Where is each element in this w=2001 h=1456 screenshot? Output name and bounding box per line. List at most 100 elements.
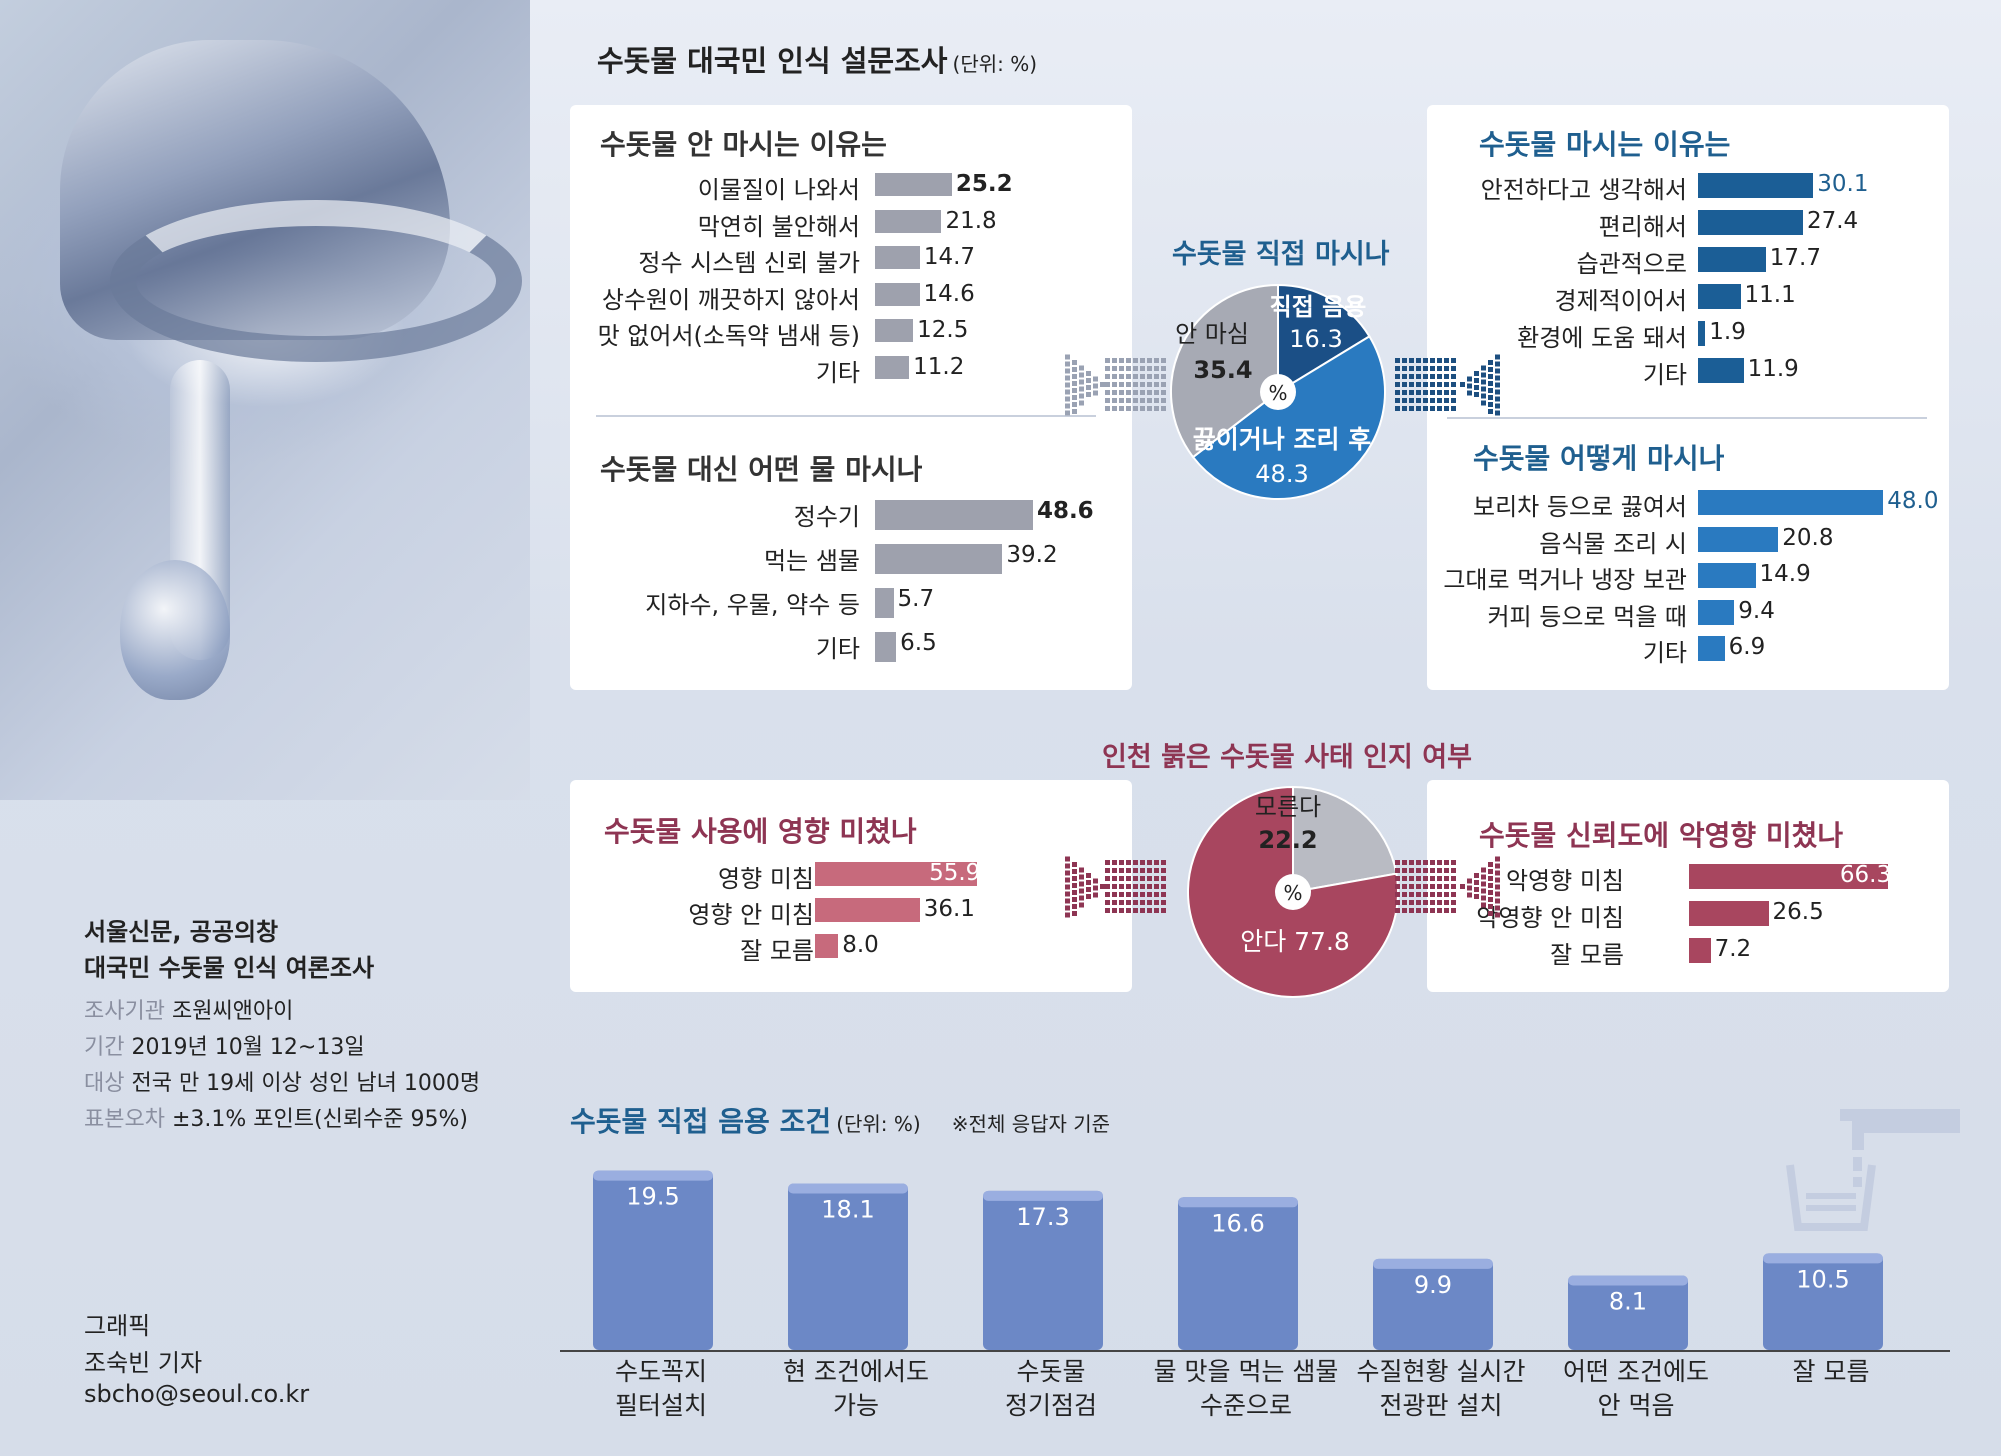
slice-label: 안 마심 xyxy=(1175,320,1249,348)
arrow-dot xyxy=(1495,403,1500,409)
arrow-dot xyxy=(1072,890,1077,895)
arrow-dot xyxy=(1451,390,1456,395)
arrow-dot xyxy=(1161,868,1166,873)
survey-row-key: 기간 xyxy=(84,1035,125,1060)
arrow-dot xyxy=(1495,877,1500,883)
arrow-dot xyxy=(1072,402,1077,407)
arrow-dot xyxy=(1395,868,1400,873)
arrow-dot xyxy=(1105,398,1110,403)
bar-value: 25.2 xyxy=(955,171,1013,197)
arrow-dot xyxy=(1495,354,1500,360)
arrow-dot xyxy=(1437,892,1442,897)
arrow-dot xyxy=(1147,358,1152,363)
arrow-dot xyxy=(1423,884,1428,889)
arrow-dot xyxy=(1119,390,1124,395)
arrow-dot xyxy=(1126,900,1131,905)
arrow-dot xyxy=(1460,382,1465,387)
arrow-dot xyxy=(1395,374,1400,379)
arrow-dot xyxy=(1488,911,1493,916)
arrow-dot xyxy=(1154,398,1159,403)
arrow-dot xyxy=(1395,884,1400,889)
arrow-dot xyxy=(1065,870,1070,876)
arrow-dot xyxy=(1451,406,1456,411)
incheon-pie: % 모른다 22.2 안다 77.8 xyxy=(1187,785,1399,998)
slice-value: 22.2 xyxy=(1258,826,1317,854)
bar-label: 기타 xyxy=(1642,361,1687,389)
bar xyxy=(1698,358,1744,383)
arrow-dot xyxy=(1154,868,1159,873)
arrow-dot xyxy=(1444,398,1449,403)
arrow-dot xyxy=(1488,876,1493,881)
arrow-dot xyxy=(1451,366,1456,371)
trust-effect-title: 수돗물 신뢰도에 악영향 미쳤나 xyxy=(1479,819,1844,852)
arrow-dot xyxy=(1119,406,1124,411)
arrow-dot xyxy=(1147,390,1152,395)
arrow-dot xyxy=(1395,860,1400,865)
arrow-dot xyxy=(1437,860,1442,865)
pie-slice xyxy=(1277,283,1371,394)
arrow-dot xyxy=(1133,860,1138,865)
arrow-dot xyxy=(1409,892,1414,897)
arrow-dot xyxy=(1161,366,1166,371)
arrow-dot xyxy=(1488,381,1493,386)
arrow-dot xyxy=(1495,891,1500,897)
arrow-dot xyxy=(1140,884,1145,889)
arrow-dot xyxy=(1416,358,1421,363)
bar-label: 맛 없어서(소독약 냄새 등) xyxy=(597,322,860,350)
arrow-dot xyxy=(1402,908,1407,913)
arrow-dot xyxy=(1495,912,1500,918)
arrow-dot xyxy=(1416,406,1421,411)
arrow-dot xyxy=(1140,892,1145,897)
arrow-dot xyxy=(1140,398,1145,403)
arrow-dot xyxy=(1065,382,1070,388)
arrow-dot xyxy=(1154,382,1159,387)
direct-drink-pie: % 직접 음용 16.3 안 마심 35.4 끓이거나 조리 후 48.3 xyxy=(1170,283,1386,500)
arrow-dot xyxy=(1147,868,1152,873)
bar xyxy=(875,173,952,196)
arrow-dot xyxy=(1495,905,1500,911)
arrow-dot xyxy=(1147,900,1152,905)
arrow-dot xyxy=(1416,374,1421,379)
arrow-dot xyxy=(1444,390,1449,395)
arrow-dot xyxy=(1416,382,1421,387)
arrow-dot xyxy=(1488,409,1493,414)
arrow-dot xyxy=(1147,908,1152,913)
bar xyxy=(1698,636,1725,661)
arrow-dot xyxy=(1430,884,1435,889)
left-arrow-icon xyxy=(1065,856,1166,918)
bar xyxy=(1689,864,1888,889)
arrow-dot xyxy=(1481,881,1486,887)
arrow-dot xyxy=(1093,892,1098,898)
arrow-dot xyxy=(1133,390,1138,395)
arrow-dot xyxy=(1112,398,1117,403)
arrow-dot xyxy=(1451,358,1456,363)
main-title-text: 수돗물 대국민 인식 설문조사 xyxy=(597,44,948,78)
arrow-dot xyxy=(1430,860,1435,865)
arrow-dot xyxy=(1119,892,1124,897)
arrow-dot xyxy=(1161,398,1166,403)
arrow-dot xyxy=(1395,382,1400,387)
bar xyxy=(875,632,897,662)
arrow-dot xyxy=(1133,358,1138,363)
survey-row: 기간 2019년 10월 12~13일 xyxy=(84,1029,365,1061)
arrow-dot xyxy=(1481,867,1486,873)
arrow-dot xyxy=(1437,366,1442,371)
bar-label: 경제적이어서 xyxy=(1554,287,1687,315)
arrow-dot xyxy=(1065,884,1070,890)
category-label: 잘 모름 xyxy=(1793,1357,1870,1386)
bar-value: 27.4 xyxy=(1806,208,1859,234)
arrow-dot xyxy=(1495,382,1500,388)
survey-row-key: 표본오차 xyxy=(84,1107,165,1132)
arrow-dot xyxy=(1133,884,1138,889)
arrow-dot xyxy=(1423,876,1428,881)
arrow-dot xyxy=(1133,876,1138,881)
bar-value: 30.1 xyxy=(1817,171,1869,197)
arrow-dot xyxy=(1416,860,1421,865)
arrow-dot xyxy=(1105,868,1110,873)
arrow-dot xyxy=(1126,358,1131,363)
category-label: 필터설치 xyxy=(615,1391,707,1420)
arrow-dot xyxy=(1430,892,1435,897)
arrow-dot xyxy=(1444,892,1449,897)
arrow-dot xyxy=(1112,382,1117,387)
slice-label: 안다 77.8 xyxy=(1240,927,1350,956)
